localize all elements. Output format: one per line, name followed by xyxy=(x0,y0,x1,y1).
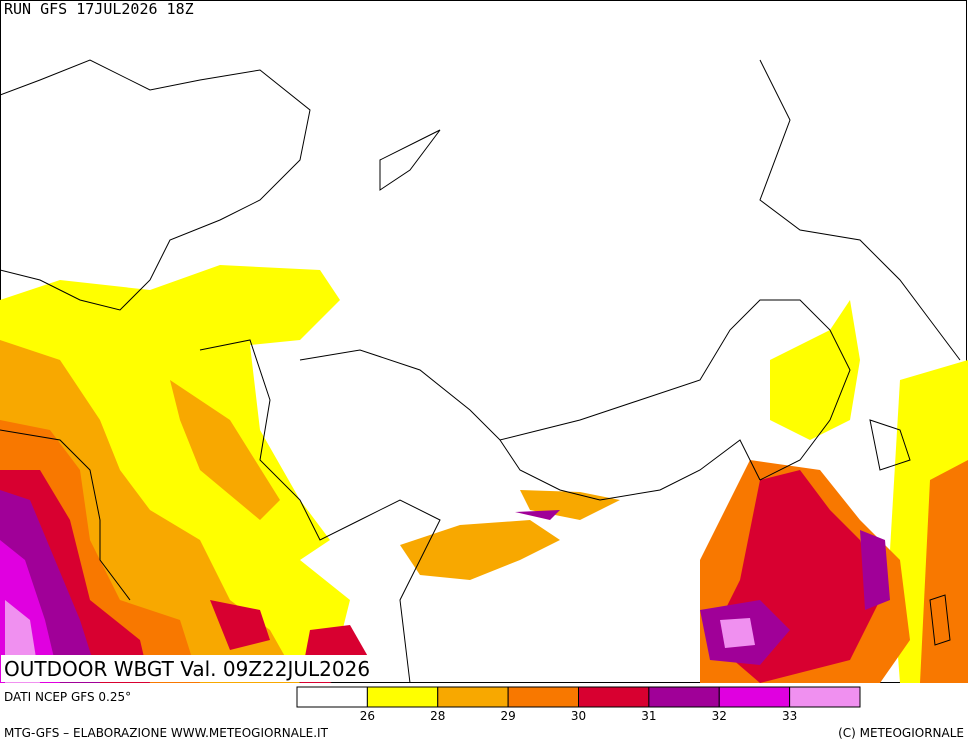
legend-swatch xyxy=(578,686,650,708)
legend-swatch xyxy=(718,686,791,708)
legend-swatch xyxy=(507,686,579,708)
title-backdrop xyxy=(1,655,383,682)
data-source: DATI NCEP GFS 0.25° xyxy=(4,690,131,704)
wbgt-field xyxy=(0,265,968,683)
legend-tick-label: 30 xyxy=(571,709,586,723)
footer-left: MTG-GFS – ELABORAZIONE WWW.METEOGIORNALE… xyxy=(4,726,329,740)
legend-swatch xyxy=(366,686,439,708)
legend-tick-label: 31 xyxy=(641,709,656,723)
legend-swatch xyxy=(648,686,720,708)
legend-swatch xyxy=(437,686,509,708)
map-title: OUTDOOR WBGT Val. 09Z22JUL2026 xyxy=(4,657,370,681)
run-label: RUN GFS 17JUL2026 18Z xyxy=(4,0,194,18)
footer-right: (C) METEOGIORNALE xyxy=(838,726,964,740)
borders xyxy=(0,59,961,684)
legend-tick-label: 26 xyxy=(360,709,375,723)
color-legend: 26 28 29 30 31 32 33 xyxy=(296,686,861,723)
map: RUN GFS 17JUL2026 18Z OUTDOOR WBGT Val. … xyxy=(0,0,968,684)
legend-swatch xyxy=(296,686,368,708)
legend-tick-label: 28 xyxy=(430,709,445,723)
legend-tick-label: 32 xyxy=(712,709,727,723)
legend-swatch xyxy=(789,686,861,708)
legend-tick-label: 29 xyxy=(500,709,515,723)
legend-tick-label: 33 xyxy=(782,709,797,723)
